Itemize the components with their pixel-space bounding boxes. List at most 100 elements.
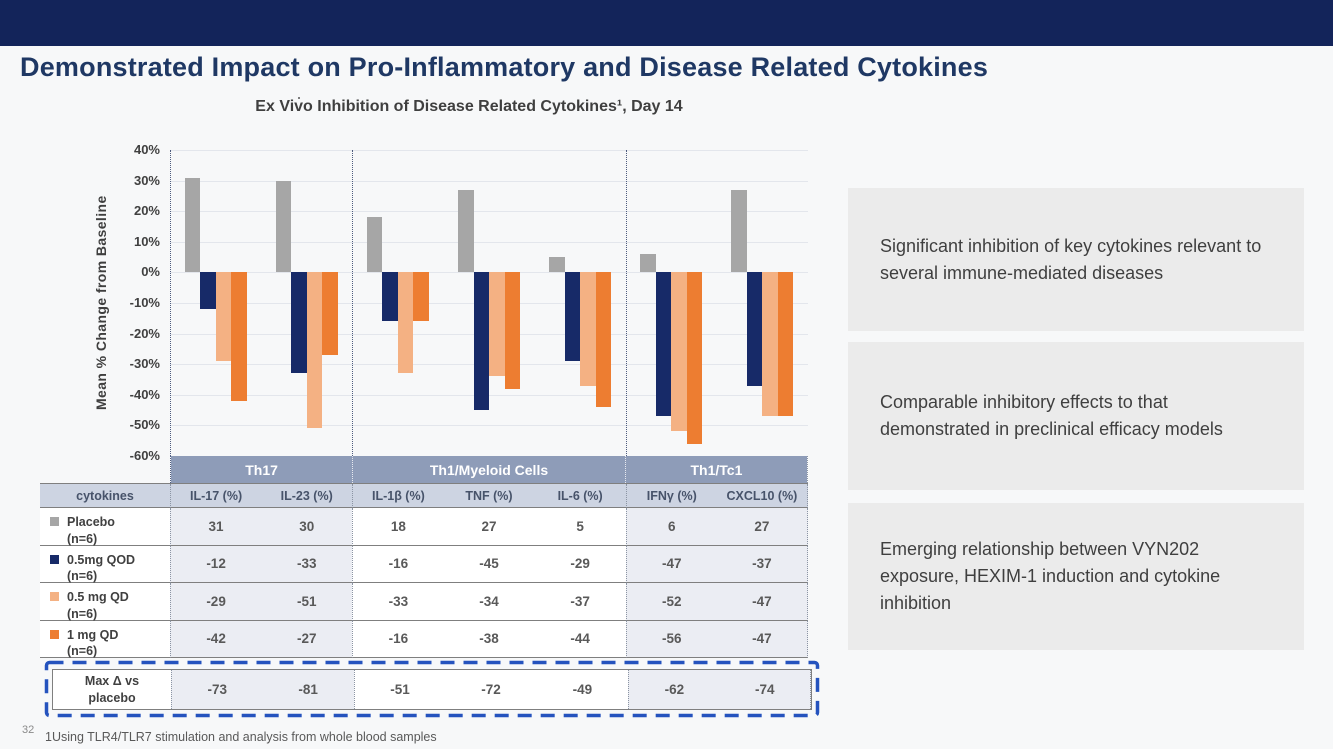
y-tick-label: 30% bbox=[133, 172, 160, 188]
value-cell: -29 bbox=[534, 545, 626, 583]
chart-bar bbox=[322, 272, 338, 355]
footnote: 1Using TLR4/TLR7 stimulation and analysi… bbox=[45, 730, 437, 744]
column-header: TNF (%) bbox=[443, 484, 535, 508]
value-cell: -47 bbox=[625, 545, 717, 583]
row-label: 0.5 mg QD (n=6) bbox=[40, 583, 170, 621]
group-band-label: Th1/Myeloid Cells bbox=[352, 456, 625, 483]
chart-bar bbox=[275, 180, 292, 273]
value-cell: 5 bbox=[534, 508, 626, 546]
value-cell: -45 bbox=[443, 545, 535, 583]
y-tick-label: -40% bbox=[129, 386, 160, 402]
max-value-cell: -72 bbox=[445, 670, 537, 709]
gridline bbox=[170, 150, 808, 151]
chart-bar bbox=[777, 272, 794, 417]
insight-panel-2: Comparable inhibitory effects to that de… bbox=[848, 342, 1304, 490]
column-header: IL-17 (%) bbox=[170, 484, 262, 508]
chart-bar bbox=[640, 254, 656, 273]
y-tick-label: 40% bbox=[133, 142, 160, 157]
chart-bar bbox=[458, 189, 474, 273]
cytokine-table: cytokines IL-17 (%) IL-23 (%) IL-1β (%) TNF … bbox=[40, 483, 808, 658]
chart-bar bbox=[184, 177, 201, 273]
value-cell: 18 bbox=[352, 508, 444, 546]
row-label-text: Placebo (n=6) bbox=[67, 514, 115, 548]
row-label: 1 mg QD (n=6) bbox=[40, 620, 170, 659]
chart-bar bbox=[382, 272, 398, 322]
chart-bar bbox=[413, 272, 429, 322]
chart-bar bbox=[473, 272, 489, 411]
gridline bbox=[170, 394, 808, 396]
max-row-label-line: Max Δ vs bbox=[84, 674, 140, 689]
row-label-text: 0.5 mg QD (n=6) bbox=[67, 589, 129, 623]
row-label: Placebo (n=6) bbox=[40, 508, 170, 546]
max-row-label: Max Δ vs placebo bbox=[53, 670, 171, 709]
gridline bbox=[170, 425, 808, 427]
gridline bbox=[170, 180, 808, 182]
column-header: IL-6 (%) bbox=[534, 484, 626, 508]
row-label-text: 0.5mg QOD (n=6) bbox=[67, 552, 135, 586]
value-cell: 27 bbox=[443, 508, 535, 546]
group-band-label: Th1/Tc1 bbox=[624, 456, 807, 483]
insight-panel-3: Emerging relationship between VYN202 exp… bbox=[848, 503, 1304, 650]
gridline bbox=[170, 241, 808, 243]
y-tick-label: 10% bbox=[133, 233, 160, 249]
y-tick-label: -50% bbox=[129, 417, 160, 433]
value-cell: 6 bbox=[625, 508, 717, 546]
max-delta-table: Max Δ vs placebo -73 -81 -51 -72 -49 -62 -74 bbox=[52, 669, 812, 710]
max-value-cell: -51 bbox=[353, 670, 446, 709]
value-cell: -42 bbox=[170, 620, 262, 658]
group-separator bbox=[625, 150, 627, 456]
legend-swatch bbox=[50, 517, 59, 526]
y-tick-label: -30% bbox=[129, 356, 160, 372]
chart-bar bbox=[655, 272, 672, 417]
row-label-sublabel: (n=6) bbox=[67, 569, 98, 584]
max-row-highlight-outline bbox=[44, 660, 820, 718]
chart-bar bbox=[671, 272, 687, 432]
legend-swatch bbox=[50, 629, 59, 639]
row-label-sublabel: (n=6) bbox=[67, 606, 98, 621]
chart-bar bbox=[215, 272, 232, 362]
value-cell: -33 bbox=[352, 583, 444, 621]
value-cell: -12 bbox=[170, 545, 262, 583]
legend-swatch bbox=[50, 592, 59, 601]
column-header: IL-23 (%) bbox=[261, 484, 353, 508]
value-cell: -56 bbox=[625, 620, 717, 658]
chart-bar bbox=[564, 272, 581, 362]
bar-chart-plot bbox=[170, 150, 808, 456]
chart-bar bbox=[489, 272, 505, 377]
chart-bar bbox=[549, 257, 565, 273]
value-cell: -47 bbox=[716, 583, 808, 621]
value-cell: -51 bbox=[261, 583, 353, 621]
row-label: 0.5mg QOD (n=6) bbox=[40, 545, 170, 586]
chart-bar bbox=[200, 272, 216, 310]
column-header: CXCL10 (%) bbox=[716, 484, 808, 508]
group-band-label: Th17 bbox=[171, 456, 353, 483]
value-cell: 30 bbox=[261, 508, 353, 546]
value-cell: -52 bbox=[625, 583, 717, 621]
value-cell: -44 bbox=[534, 620, 626, 658]
group-separator bbox=[170, 150, 171, 456]
column-header: IFNγ (%) bbox=[625, 484, 717, 508]
value-cell: -37 bbox=[716, 545, 808, 583]
chart-bar bbox=[595, 272, 612, 407]
max-value-cell: -74 bbox=[719, 670, 811, 709]
value-cell: -16 bbox=[352, 620, 444, 658]
legend-swatch bbox=[50, 554, 59, 564]
y-tick-label: -20% bbox=[129, 325, 160, 341]
top-header-bar bbox=[0, 0, 1333, 46]
gridline bbox=[170, 211, 808, 213]
value-cell: -27 bbox=[261, 620, 353, 658]
slide-title: Demonstrated Impact on Pro-Inflammatory … bbox=[20, 52, 989, 82]
value-cell: -38 bbox=[443, 620, 535, 658]
max-row-label-line: placebo bbox=[88, 690, 136, 705]
chart-bar bbox=[686, 272, 703, 444]
chart-bar bbox=[504, 272, 520, 389]
max-value-cell: -49 bbox=[536, 670, 629, 709]
chart-bar bbox=[580, 272, 596, 386]
chart-bar bbox=[291, 272, 307, 374]
value-cell: -16 bbox=[352, 545, 444, 583]
value-cell: -29 bbox=[170, 583, 262, 621]
max-value-cell: -81 bbox=[262, 670, 354, 709]
row-label-sublabel: (n=6) bbox=[67, 644, 98, 659]
y-tick-label: -10% bbox=[129, 295, 160, 310]
value-cell: -34 bbox=[443, 583, 535, 621]
